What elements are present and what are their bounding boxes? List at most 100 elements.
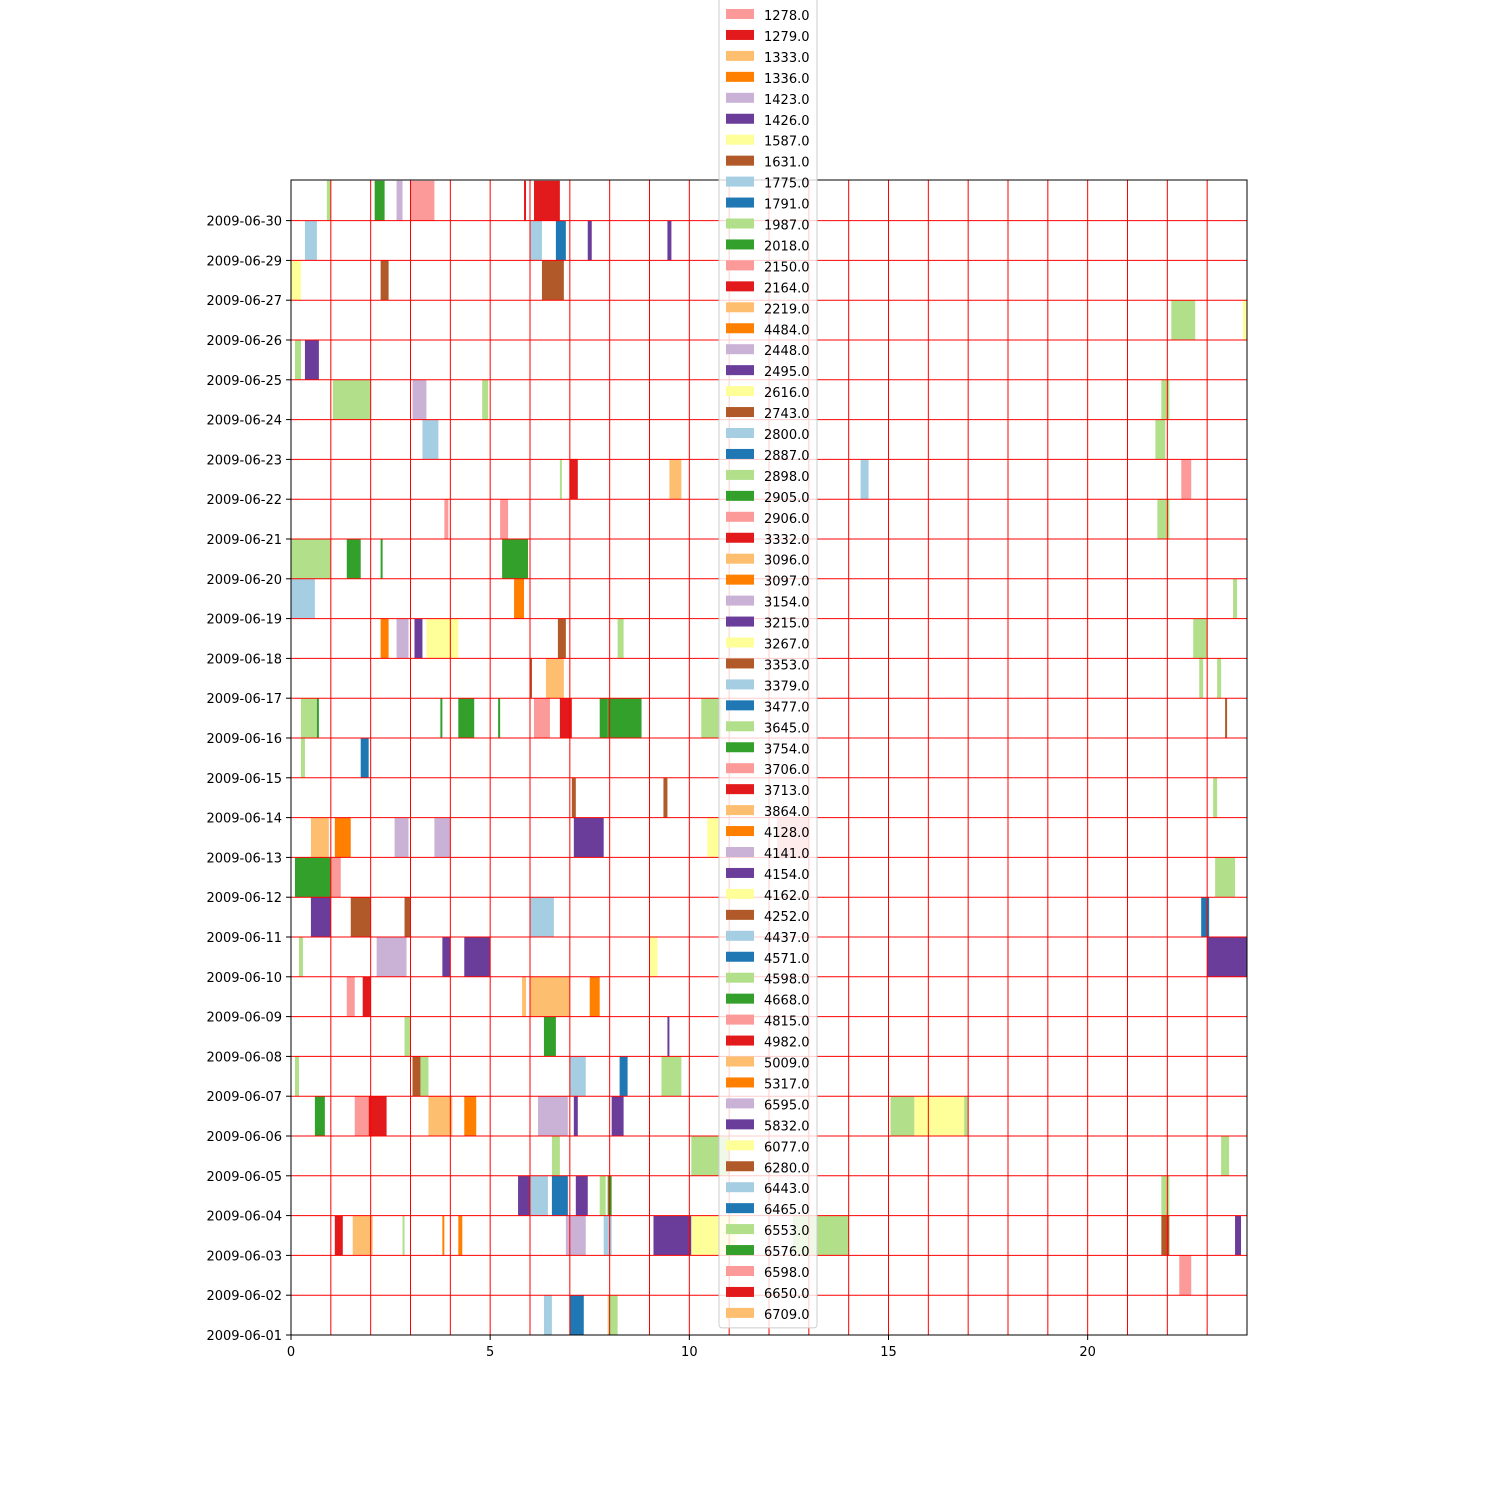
legend-label: 1423.0 bbox=[764, 93, 810, 108]
y-tick-label: 2009-06-26 bbox=[206, 334, 282, 349]
legend-label: 6650.0 bbox=[764, 1287, 810, 1302]
legend-label: 4598.0 bbox=[764, 973, 810, 988]
bar-2009-06-18-98 bbox=[1193, 618, 1208, 659]
y-tick-label: 2009-06-30 bbox=[206, 215, 282, 230]
legend-swatch bbox=[726, 574, 754, 585]
bar-2009-06-21-108 bbox=[1157, 499, 1170, 539]
bar-2009-06-06-27 bbox=[354, 1096, 369, 1136]
bar-2009-06-06-34 bbox=[890, 1096, 915, 1136]
bar-2009-06-03-7 bbox=[442, 1215, 445, 1256]
y-tick-label: 2009-06-07 bbox=[206, 1090, 282, 1105]
legend-label: 2800.0 bbox=[764, 428, 810, 443]
legend-label: 6280.0 bbox=[764, 1161, 810, 1176]
legend-swatch bbox=[726, 113, 754, 124]
legend-swatch bbox=[726, 1014, 754, 1025]
legend-swatch bbox=[726, 637, 754, 648]
bar-2009-06-16-77 bbox=[300, 698, 317, 738]
legend-label: 6595.0 bbox=[764, 1098, 810, 1113]
legend-swatch bbox=[726, 1161, 754, 1172]
legend-label: 4815.0 bbox=[764, 1015, 810, 1030]
legend-label: 2219.0 bbox=[764, 302, 810, 317]
bar-2009-06-18-96 bbox=[557, 618, 566, 659]
bar-2009-06-07-39 bbox=[420, 1056, 429, 1097]
bar-2009-06-24-118 bbox=[482, 379, 489, 420]
bar-2009-06-29-128 bbox=[530, 220, 542, 261]
bar-2009-06-14-74 bbox=[1213, 777, 1218, 818]
bar-2009-06-13-67 bbox=[394, 817, 409, 858]
legend-swatch bbox=[726, 1098, 754, 1109]
bar-2009-06-14-72 bbox=[571, 777, 576, 818]
legend-swatch bbox=[726, 1056, 754, 1067]
legend-label: 3379.0 bbox=[764, 679, 810, 694]
y-tick-label: 2009-06-17 bbox=[206, 692, 282, 707]
legend-label: 3864.0 bbox=[764, 805, 810, 820]
y-tick-label: 2009-06-06 bbox=[206, 1130, 282, 1145]
legend-label: 1775.0 bbox=[764, 177, 810, 192]
bar-2009-06-01-0 bbox=[543, 1295, 552, 1335]
legend-label: 4484.0 bbox=[764, 323, 810, 338]
bar-2009-06-29-129 bbox=[555, 220, 566, 261]
bar-2009-06-07-41 bbox=[619, 1056, 628, 1097]
legend-swatch bbox=[726, 386, 754, 397]
y-tick-label: 2009-06-14 bbox=[206, 812, 282, 827]
bar-2009-06-17-91 bbox=[1217, 658, 1222, 699]
bar-2009-06-26-122 bbox=[1171, 300, 1196, 340]
legend-swatch bbox=[726, 930, 754, 941]
y-tick-label: 2009-06-29 bbox=[206, 254, 282, 269]
bar-2009-06-10-55 bbox=[649, 937, 658, 977]
x-axis: 0 5 10 15 20 bbox=[287, 1335, 1096, 1360]
bar-2009-06-30-135 bbox=[410, 180, 435, 221]
legend-swatch bbox=[726, 847, 754, 857]
legend-label: 1987.0 bbox=[764, 219, 810, 234]
bar-2009-06-20-105 bbox=[502, 539, 529, 579]
legend-swatch bbox=[726, 134, 754, 145]
y-tick-label: 2009-06-25 bbox=[206, 374, 282, 389]
bar-2009-06-29-127 bbox=[304, 220, 317, 261]
bars-group bbox=[291, 180, 1247, 1335]
bar-2009-06-03-10 bbox=[603, 1215, 612, 1256]
legend-label: 2495.0 bbox=[764, 365, 810, 380]
bar-2009-06-04-16 bbox=[518, 1175, 530, 1216]
bar-2009-06-04-22 bbox=[1161, 1175, 1170, 1216]
legend-label: 5009.0 bbox=[764, 1057, 810, 1072]
y-tick-label: 2009-06-08 bbox=[206, 1050, 282, 1065]
legend-swatch bbox=[726, 951, 754, 962]
legend-label: 2018.0 bbox=[764, 239, 810, 254]
legend-label: 3477.0 bbox=[764, 700, 810, 715]
bar-2009-06-06-28 bbox=[368, 1096, 387, 1136]
bar-2009-06-16-87 bbox=[1225, 698, 1228, 738]
y-tick-label: 2009-06-27 bbox=[206, 294, 282, 309]
legend-swatch bbox=[726, 9, 754, 19]
legend-swatch bbox=[726, 176, 754, 187]
legend-swatch bbox=[726, 448, 754, 459]
bar-2009-06-07-38 bbox=[412, 1056, 421, 1097]
legend-label: 2743.0 bbox=[764, 407, 810, 422]
legend-swatch bbox=[726, 407, 754, 418]
y-tick-label: 2009-06-01 bbox=[206, 1329, 282, 1344]
legend-swatch bbox=[726, 888, 754, 899]
y-tick-label: 2009-06-13 bbox=[206, 851, 282, 866]
legend-swatch bbox=[726, 1035, 754, 1046]
legend-swatch bbox=[726, 1140, 754, 1151]
bar-2009-06-23-114 bbox=[422, 419, 439, 460]
bar-2009-06-25-120 bbox=[294, 340, 301, 380]
legend-swatch bbox=[726, 1286, 754, 1297]
legend-swatch bbox=[726, 700, 754, 711]
legend-label: 2616.0 bbox=[764, 386, 810, 401]
legend-label: 1791.0 bbox=[764, 198, 810, 213]
bar-2009-06-06-26 bbox=[314, 1096, 325, 1136]
bar-2009-06-19-99 bbox=[291, 578, 315, 619]
legend-label: 3154.0 bbox=[764, 596, 810, 611]
y-tick-label: 2009-06-18 bbox=[206, 652, 282, 667]
bar-2009-06-13-70 bbox=[707, 817, 720, 858]
legend-swatch bbox=[726, 595, 754, 606]
bar-2009-06-09-50 bbox=[589, 976, 600, 1017]
bar-2009-06-20-102 bbox=[291, 539, 331, 579]
legend-swatch bbox=[726, 1182, 754, 1193]
bar-2009-06-12-64 bbox=[1215, 857, 1236, 898]
bar-2009-06-08-44 bbox=[543, 1016, 556, 1057]
legend-label: 1426.0 bbox=[764, 114, 810, 129]
bar-2009-06-03-5 bbox=[352, 1215, 373, 1256]
legend-swatch bbox=[726, 1245, 754, 1256]
